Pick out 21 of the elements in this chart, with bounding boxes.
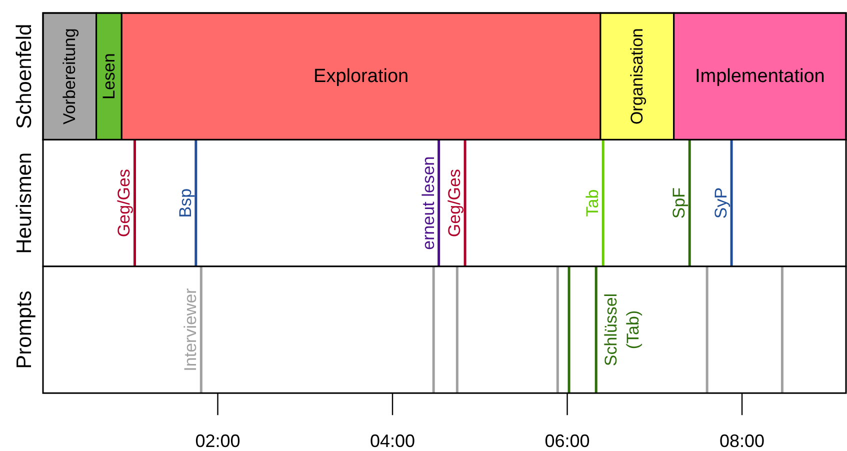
text: Interviewer (181, 288, 200, 372)
series-label: Lesen (99, 53, 118, 100)
text: SpF (670, 187, 689, 219)
text: Schlüssel (Tab) (602, 293, 643, 366)
text: Bsp (176, 188, 195, 218)
x-tick-label: 02:00 (195, 431, 240, 451)
text: Geg/Ges (114, 169, 134, 238)
series-label: Vorbereitung (60, 28, 80, 125)
text: erneut lesen (418, 156, 438, 250)
y-axis-title: Heurismen (13, 152, 36, 254)
y-axis-title: Schoenfeld (13, 24, 36, 129)
series-label: Organisation (628, 28, 647, 125)
text: Geg/Ges (445, 169, 464, 238)
text: SyP (712, 187, 731, 219)
x-tick-label: 08:00 (719, 431, 765, 451)
y-axis-title: Prompts (13, 290, 36, 369)
x-tick-label: 04:00 (370, 431, 416, 451)
x-tick-label: 06:00 (544, 431, 590, 451)
series-label: Exploration (314, 66, 409, 87)
series-label: Implementation (694, 66, 825, 87)
text: Tab (583, 189, 602, 217)
